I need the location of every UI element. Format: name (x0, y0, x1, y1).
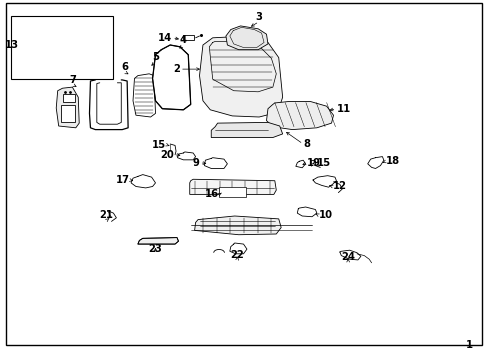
Text: 24: 24 (341, 252, 354, 262)
Polygon shape (45, 21, 66, 49)
Text: 20: 20 (160, 150, 173, 160)
Text: 11: 11 (336, 104, 350, 114)
Text: 8: 8 (303, 139, 309, 149)
Polygon shape (266, 102, 333, 130)
Text: 4: 4 (180, 35, 186, 45)
Bar (183, 35, 194, 40)
Polygon shape (199, 36, 282, 117)
Text: 16: 16 (204, 189, 219, 199)
Text: 23: 23 (148, 244, 162, 254)
Text: 19: 19 (306, 158, 321, 168)
Text: 15: 15 (316, 158, 330, 168)
Text: 9: 9 (192, 158, 199, 168)
Text: 6: 6 (121, 62, 128, 72)
Text: 1: 1 (465, 340, 472, 350)
Text: 13: 13 (4, 40, 19, 50)
Text: 7: 7 (69, 75, 76, 85)
Text: 15: 15 (152, 140, 166, 150)
Text: 18: 18 (386, 156, 400, 166)
Text: 22: 22 (230, 250, 244, 260)
Text: 17: 17 (115, 175, 129, 185)
Polygon shape (152, 45, 190, 110)
Polygon shape (138, 238, 178, 244)
Bar (11, 16, 113, 79)
Polygon shape (20, 21, 40, 49)
Polygon shape (133, 74, 155, 117)
Polygon shape (211, 122, 282, 138)
Text: 10: 10 (318, 210, 332, 220)
Polygon shape (225, 26, 267, 50)
Text: 3: 3 (255, 12, 262, 22)
Bar (219, 187, 245, 197)
Text: 2: 2 (173, 64, 180, 74)
Polygon shape (189, 179, 276, 194)
Text: 21: 21 (100, 210, 113, 220)
Text: 5: 5 (152, 52, 159, 62)
Polygon shape (194, 216, 281, 235)
Text: 12: 12 (332, 181, 346, 192)
Bar (61, 105, 75, 122)
Polygon shape (56, 87, 79, 128)
Bar (62, 94, 75, 102)
Text: 14: 14 (158, 33, 172, 43)
